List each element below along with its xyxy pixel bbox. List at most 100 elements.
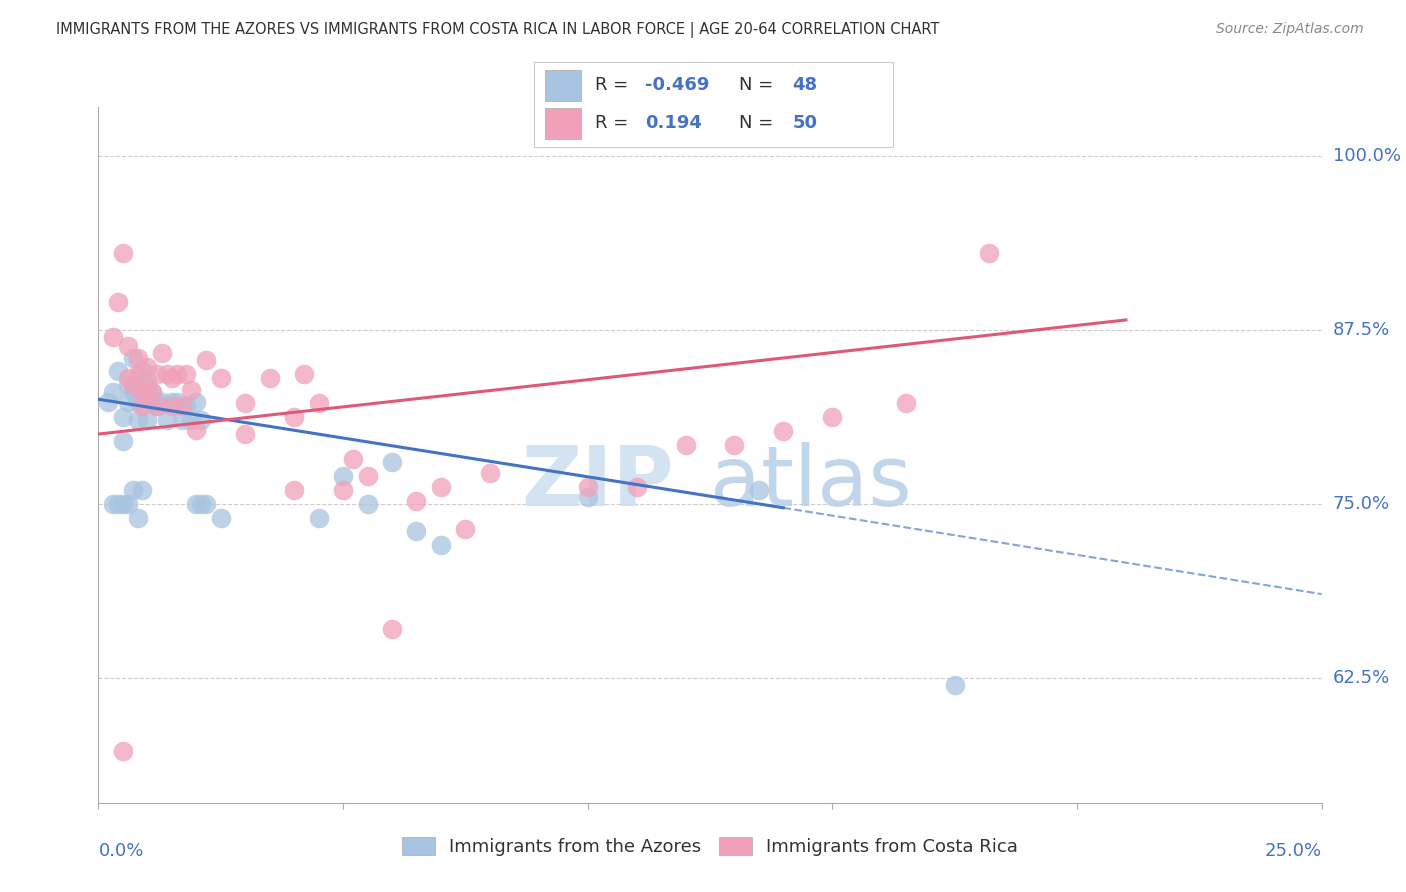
Text: N =: N = <box>738 114 779 132</box>
Point <box>107 497 129 511</box>
Text: 100.0%: 100.0% <box>1333 147 1400 165</box>
Point <box>136 360 159 375</box>
Point <box>117 378 139 392</box>
Point <box>107 294 129 309</box>
Point <box>111 246 134 260</box>
Point <box>107 364 129 378</box>
Point <box>748 483 770 497</box>
Point <box>356 497 378 511</box>
Text: R =: R = <box>595 77 634 95</box>
Point <box>131 364 153 378</box>
Point <box>111 497 134 511</box>
Point <box>478 466 501 480</box>
Point <box>146 368 169 382</box>
Point <box>356 468 378 483</box>
Point <box>166 368 188 382</box>
Point <box>131 399 153 413</box>
FancyBboxPatch shape <box>546 108 581 139</box>
Point <box>121 385 143 400</box>
Text: 25.0%: 25.0% <box>1264 842 1322 860</box>
Point <box>283 483 305 497</box>
Text: 50: 50 <box>793 114 817 132</box>
Text: Source: ZipAtlas.com: Source: ZipAtlas.com <box>1216 22 1364 37</box>
Point <box>233 396 256 410</box>
Point <box>454 522 477 536</box>
FancyBboxPatch shape <box>546 70 581 101</box>
Point <box>111 434 134 448</box>
Point <box>141 385 163 400</box>
Point <box>259 371 281 385</box>
Point <box>430 480 453 494</box>
Point <box>131 385 153 400</box>
Point <box>180 413 202 427</box>
Point <box>943 677 966 691</box>
Point <box>821 410 844 425</box>
Point <box>127 510 149 524</box>
Point <box>97 395 120 409</box>
Point <box>131 483 153 497</box>
Point <box>101 385 124 400</box>
Text: 0.0%: 0.0% <box>98 842 143 860</box>
Point <box>117 497 139 511</box>
Point <box>121 483 143 497</box>
Point <box>117 371 139 385</box>
Point <box>170 399 193 413</box>
Point <box>190 497 212 511</box>
Point <box>332 468 354 483</box>
Text: atlas: atlas <box>710 442 911 524</box>
Point <box>405 524 427 539</box>
Point <box>117 339 139 353</box>
Point <box>308 510 330 524</box>
Point <box>136 374 159 388</box>
Point <box>381 622 404 636</box>
Point <box>283 410 305 425</box>
Point <box>176 368 198 382</box>
Point <box>977 246 1000 260</box>
Point <box>170 413 193 427</box>
Point <box>576 490 599 504</box>
Point <box>111 410 134 425</box>
Point <box>186 423 208 437</box>
Point <box>141 395 163 409</box>
Point <box>381 455 404 469</box>
Point <box>190 413 212 427</box>
Text: -0.469: -0.469 <box>645 77 710 95</box>
Point <box>146 399 169 413</box>
Point <box>127 395 149 409</box>
Point <box>195 353 218 368</box>
Legend: Immigrants from the Azores, Immigrants from Costa Rica: Immigrants from the Azores, Immigrants f… <box>395 830 1025 863</box>
Point <box>576 480 599 494</box>
Point <box>209 510 232 524</box>
Point <box>127 413 149 427</box>
Point <box>186 395 208 409</box>
Point <box>127 368 149 382</box>
Point <box>723 438 745 452</box>
Point <box>156 368 179 382</box>
Point <box>405 493 427 508</box>
Point <box>332 483 354 497</box>
Point <box>180 383 202 397</box>
Point <box>146 395 169 409</box>
Text: 75.0%: 75.0% <box>1333 495 1391 513</box>
Point <box>675 438 697 452</box>
Point <box>894 396 917 410</box>
Point <box>233 427 256 442</box>
Text: IMMIGRANTS FROM THE AZORES VS IMMIGRANTS FROM COSTA RICA IN LABOR FORCE | AGE 20: IMMIGRANTS FROM THE AZORES VS IMMIGRANTS… <box>56 22 939 38</box>
Point <box>156 413 179 427</box>
Point <box>121 351 143 365</box>
Point <box>131 395 153 409</box>
Text: 48: 48 <box>793 77 817 95</box>
Point <box>186 497 208 511</box>
Point <box>209 371 232 385</box>
Text: ZIP: ZIP <box>520 442 673 524</box>
Text: 62.5%: 62.5% <box>1333 669 1391 687</box>
Point <box>626 480 648 494</box>
Text: 87.5%: 87.5% <box>1333 321 1391 339</box>
Point <box>101 329 124 343</box>
Point <box>117 395 139 409</box>
Point <box>772 424 794 438</box>
Point <box>141 385 163 400</box>
Point <box>121 378 143 392</box>
Text: N =: N = <box>738 77 779 95</box>
Text: 0.194: 0.194 <box>645 114 703 132</box>
